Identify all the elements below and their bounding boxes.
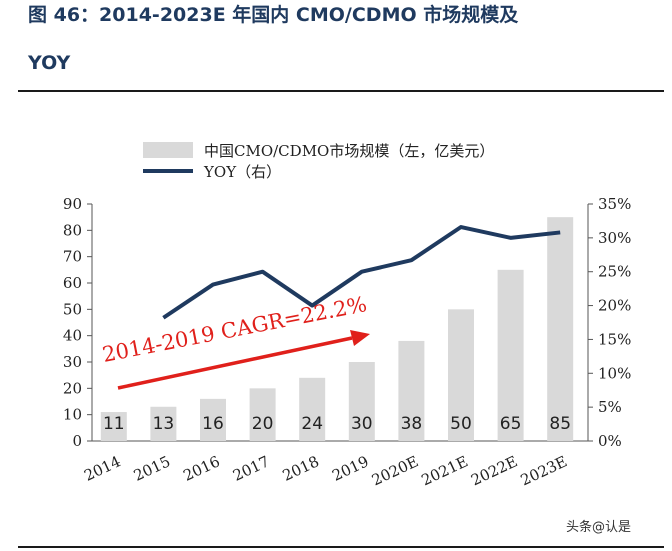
x-tick-label: 2016 (180, 452, 222, 484)
y-right-tick-label: 5% (598, 398, 622, 416)
bar (448, 309, 474, 441)
y-right-tick-label: 10% (598, 364, 631, 382)
y-left-tick-label: 30 (63, 353, 82, 371)
y-right-tick-label: 15% (598, 330, 631, 348)
cagr-annotation: 2014-2019 CAGR=22.2% (100, 292, 370, 390)
bar-value-label: 30 (351, 414, 373, 434)
top-rule (18, 90, 664, 92)
legend-swatch-bars (143, 142, 193, 158)
watermark: 头条@认是 (566, 520, 632, 535)
x-tick-label: 2014 (81, 452, 123, 484)
bar (547, 217, 574, 441)
y-right-tick-label: 35% (598, 195, 631, 213)
bar (249, 388, 276, 441)
y-right-tick-label: 20% (598, 297, 631, 315)
y-right-tick-label: 30% (598, 229, 631, 247)
legend-label-bars: 中国CMO/CDMO市场规模（左，亿美元） (204, 142, 494, 160)
bar-value-label: 20 (252, 414, 274, 434)
bar (100, 412, 127, 441)
bar-series (100, 217, 574, 441)
y-left-tick-label: 20 (63, 379, 82, 397)
bar (398, 340, 425, 441)
bottom-rule (18, 546, 664, 548)
cagr-arrow-head (350, 330, 370, 346)
x-tick-label: 2020E (369, 452, 421, 489)
bar-value-label: 16 (202, 414, 224, 434)
bar-value-label: 11 (103, 414, 125, 434)
x-tick-label: 2018 (280, 452, 322, 484)
cagr-label: 2014-2019 CAGR=22.2% (100, 292, 368, 367)
cagr-arrow-shaft (117, 336, 353, 390)
bar (299, 377, 326, 441)
y-left-tick-label: 0 (72, 432, 82, 450)
bar (497, 269, 524, 441)
bar (200, 398, 226, 441)
bar-value-label: 24 (301, 414, 323, 434)
bar-value-label: 38 (401, 414, 423, 434)
y-left-tick-label: 60 (63, 274, 82, 292)
y-left-tick-label: 80 (63, 221, 82, 239)
x-tick-label: 2017 (230, 452, 272, 484)
x-tick-label: 2022E (468, 452, 520, 489)
y-left-tick-label: 40 (63, 327, 82, 345)
y-left-tick-label: 10 (63, 406, 82, 424)
bar-value-label: 13 (153, 414, 175, 434)
y-left-tick-label: 50 (63, 300, 82, 318)
figure-title: 图 46：2014-2023E 年国内 CMO/CDMO 市场规模及 (28, 4, 519, 26)
bar-labels: 11 13 16 20 24 30 38 50 65 85 (103, 414, 571, 434)
x-tick-label: 2023E (518, 452, 570, 489)
y-right-tick-label: 0% (598, 432, 622, 450)
figure-title-line2: YOY (28, 52, 71, 74)
x-tick-label: 2019 (329, 452, 371, 484)
legend: 中国CMO/CDMO市场规模（左，亿美元） YOY（右） (143, 142, 494, 181)
bar-value-label: 85 (549, 414, 571, 434)
bar (348, 362, 375, 441)
bar-value-label: 50 (450, 414, 472, 434)
bar (150, 406, 177, 441)
bar-value-label: 65 (500, 414, 522, 434)
y-left-tick-label: 70 (63, 248, 82, 266)
yoy-line-series (162, 225, 561, 320)
legend-label-line: YOY（右） (203, 163, 281, 181)
x-tick-label: 2015 (131, 452, 173, 484)
x-tick-label: 2021E (419, 452, 471, 489)
y-right-tick-label: 25% (598, 263, 631, 281)
y-left-tick-label: 90 (63, 195, 82, 213)
